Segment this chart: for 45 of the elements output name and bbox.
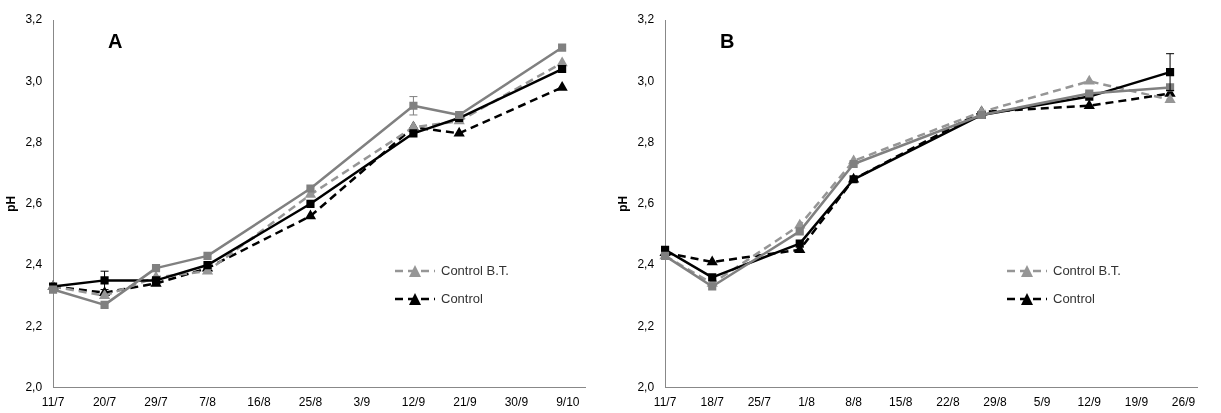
- y-tick-label: 2,8: [637, 134, 655, 149]
- x-tick-label: 29/8: [983, 395, 1008, 410]
- y-tick-label: 2,4: [637, 257, 655, 272]
- x-tick-label: 11/7: [653, 395, 677, 410]
- y-tick-label: 3,2: [25, 12, 43, 27]
- x-tick-label: 15/8: [889, 395, 913, 410]
- legend-label: Control: [441, 291, 483, 307]
- x-tick-label: 26/9: [1171, 395, 1196, 410]
- legend-label: Control: [1053, 291, 1095, 307]
- x-tick-label: 25/8: [298, 395, 323, 410]
- y-tick-label: 3,0: [637, 73, 655, 88]
- y-tick-label: 2,2: [25, 318, 43, 333]
- x-tick-label: 20/7: [92, 395, 117, 410]
- x-tick-label: 8/8: [845, 395, 863, 410]
- x-tick-label: 18/7: [700, 395, 725, 410]
- y-tick-label: 2,6: [25, 196, 43, 211]
- x-tick-label: 12/9: [401, 395, 426, 410]
- y-tick-label: 3,2: [637, 12, 655, 27]
- x-tick-label: 19/9: [1124, 395, 1149, 410]
- legend-label: Control B.T.: [441, 263, 509, 279]
- x-tick-label: 9/10: [556, 395, 580, 410]
- x-tick-label: 29/7: [144, 395, 169, 410]
- x-tick-label: 22/8: [936, 395, 960, 410]
- x-tick-label: 16/8: [247, 395, 271, 410]
- y-tick-label: 2,0: [25, 379, 43, 394]
- y-axis-title: pH: [615, 195, 630, 212]
- y-tick-label: 2,4: [25, 257, 43, 272]
- y-tick-label: 2,8: [25, 134, 43, 149]
- x-tick-label: 21/9: [453, 395, 477, 410]
- x-tick-label: 5/9: [1033, 395, 1051, 410]
- x-tick-label: 11/7: [41, 395, 65, 410]
- x-tick-label: 30/9: [504, 395, 529, 410]
- y-tick-label: 2,0: [637, 379, 655, 394]
- x-tick-label: 3/9: [353, 395, 371, 410]
- x-tick-label: 12/9: [1077, 395, 1102, 410]
- x-tick-label: 25/7: [747, 395, 772, 410]
- x-tick-label: 7/8: [199, 395, 217, 410]
- x-tick-label: 1/8: [798, 395, 816, 410]
- y-tick-label: 2,6: [637, 196, 655, 211]
- y-axis-title: pH: [3, 195, 18, 212]
- y-tick-label: 3,0: [25, 73, 43, 88]
- text: A: [108, 29, 123, 52]
- text: B: [720, 29, 735, 52]
- y-tick-label: 2,2: [637, 318, 655, 333]
- legend-label: Control B.T.: [1053, 263, 1121, 279]
